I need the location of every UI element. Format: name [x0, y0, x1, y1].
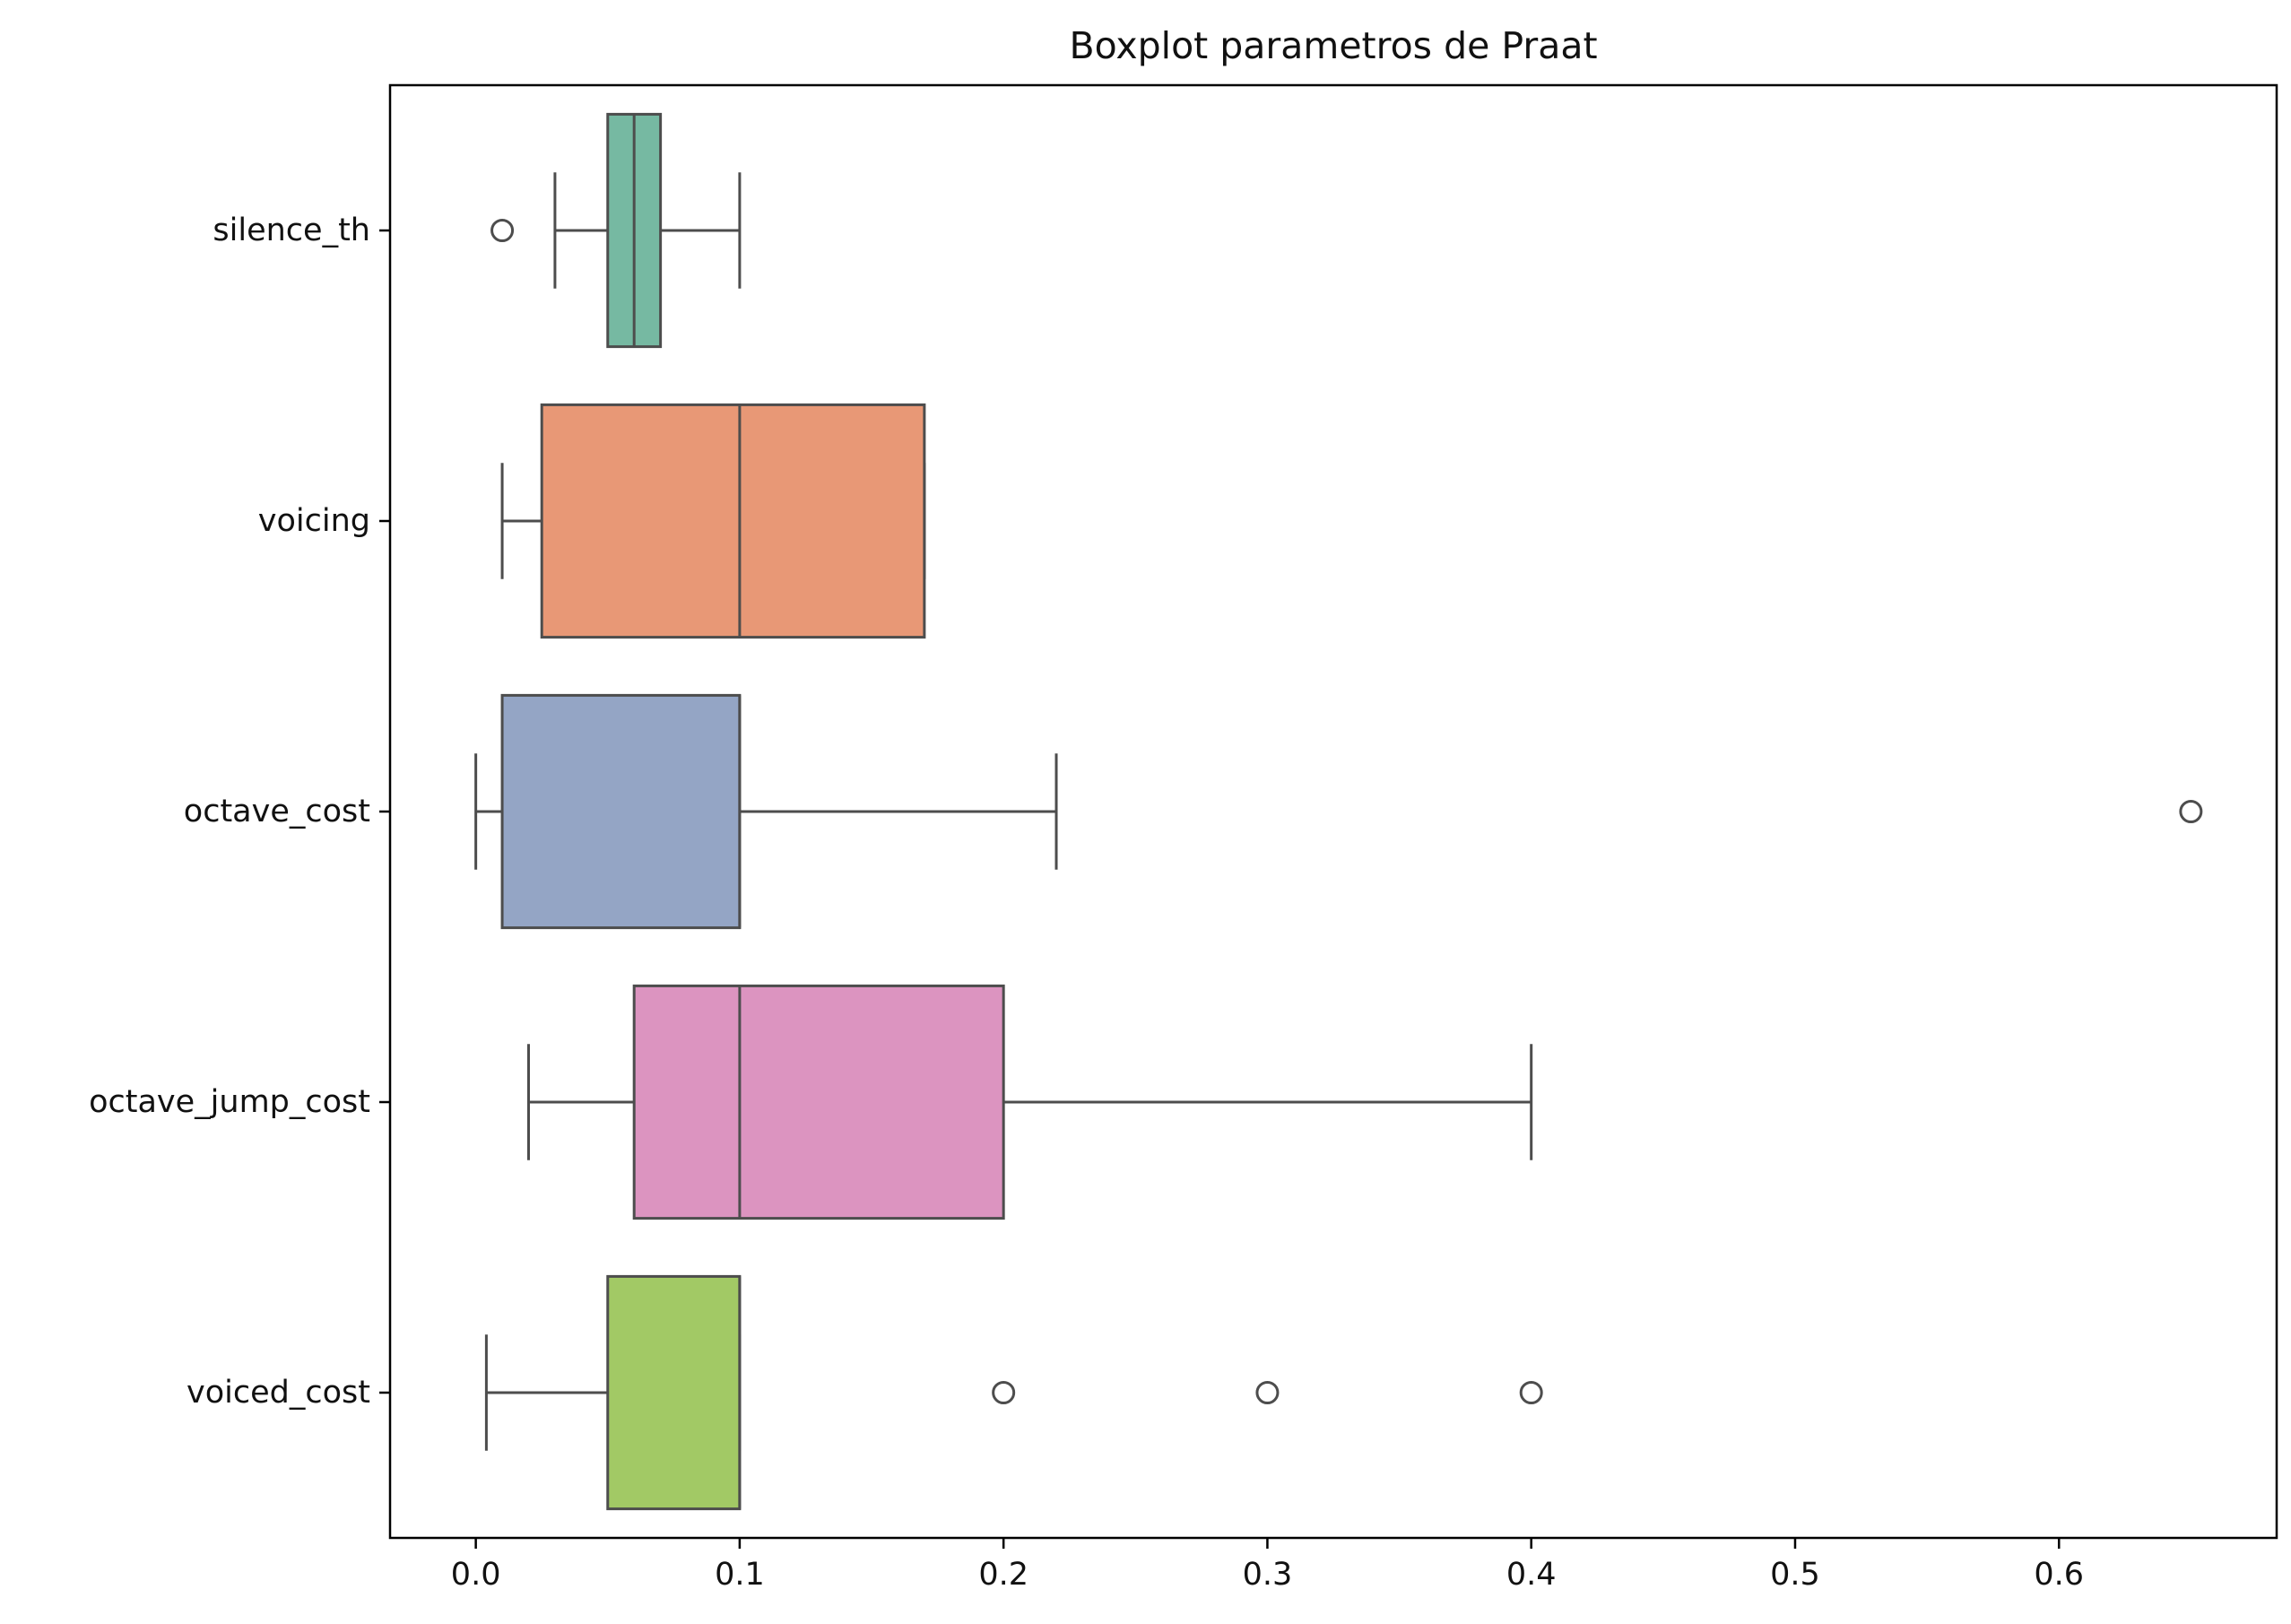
- outlier-point: [490, 219, 515, 242]
- box-group-octave-cost: [474, 693, 2203, 930]
- y-tick-label: voicing: [258, 503, 370, 539]
- box-iqr: [500, 693, 742, 930]
- x-tick-label: 0.5: [1770, 1557, 1820, 1593]
- plot-area: [474, 112, 2203, 1511]
- x-tick-label: 0.0: [451, 1557, 501, 1593]
- box-iqr: [632, 984, 1005, 1220]
- plot-frame: [388, 83, 2278, 1540]
- box-group-voicing: [500, 403, 926, 639]
- box-group-voiced-cost: [484, 1274, 1543, 1511]
- box-group-silence-th: [490, 112, 742, 349]
- x-tick-label: 0.4: [1506, 1557, 1557, 1593]
- y-tick-label: octave_jump_cost: [89, 1084, 370, 1120]
- y-tick-label: silence_th: [213, 213, 370, 248]
- x-tick-label: 0.2: [978, 1557, 1028, 1593]
- box-group-octave-jump-cost: [526, 984, 1533, 1220]
- x-tick-label: 0.1: [715, 1557, 765, 1593]
- box-iqr: [606, 1274, 742, 1511]
- outlier-point: [2179, 800, 2203, 823]
- x-tick-label: 0.6: [2034, 1557, 2084, 1593]
- x-tick-label: 0.3: [1243, 1557, 1293, 1593]
- box-iqr: [540, 403, 926, 639]
- chart-title: Boxplot parametros de Praat: [1069, 24, 1597, 67]
- outlier-point: [1255, 1381, 1280, 1404]
- outlier-point: [1519, 1381, 1543, 1404]
- x-axis: 0.0 0.1 0.2 0.3 0.4 0.5 0.6: [451, 1538, 2084, 1593]
- outlier-point: [992, 1381, 1016, 1404]
- y-tick-label: octave_cost: [184, 794, 370, 829]
- y-tick-label: voiced_cost: [187, 1375, 370, 1411]
